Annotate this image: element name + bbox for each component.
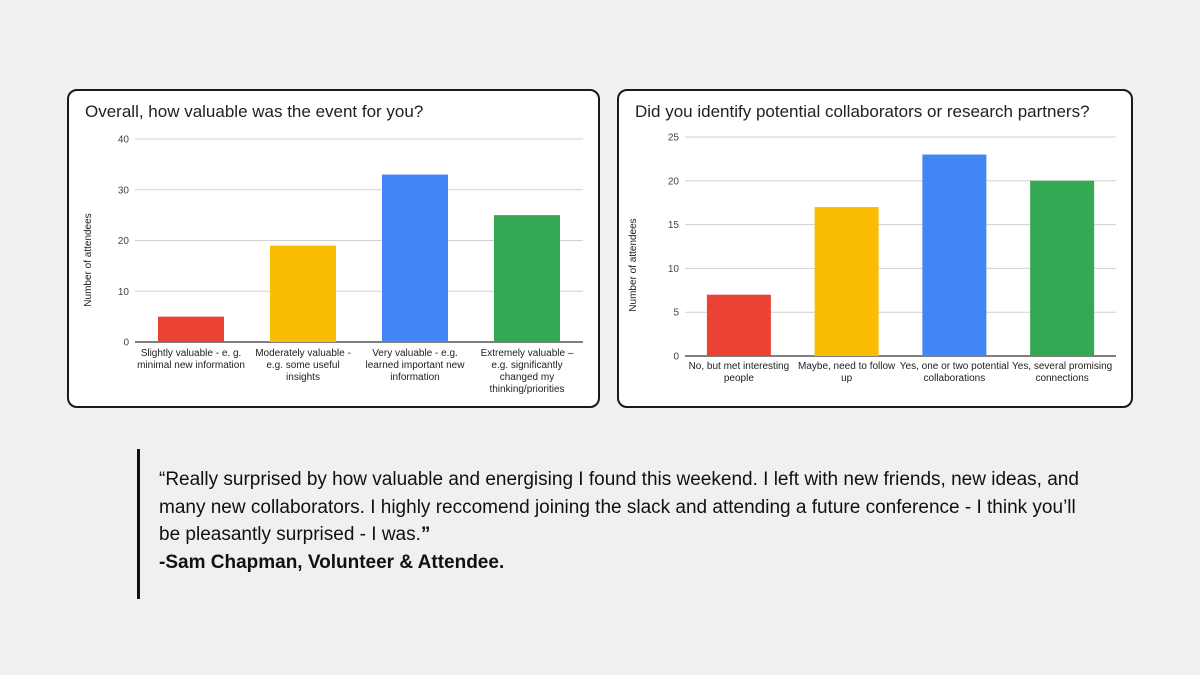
x-category-label: Yes, several promising connections [1012,361,1113,384]
x-category-label: Moderately valuable - e.g. some useful i… [255,348,351,383]
y-tick-label: 30 [118,185,130,196]
bar [922,154,987,356]
y-tick-label: 20 [668,176,680,187]
y-tick-label: 5 [673,308,679,319]
quote-text: “Really surprised by how valuable and en… [159,469,1079,545]
chart-card-collaborators: Did you identify potential collaborators… [617,89,1133,408]
x-category-label: Yes, one or two potential collaborations [899,361,1009,384]
chart-card-value: Overall, how valuable was the event for … [67,89,600,408]
x-category-label: Very valuable - e.g. learned important n… [365,348,465,383]
bar [494,215,560,342]
bar [158,316,224,342]
quote-accent-bar [137,449,140,599]
x-category-label: Maybe, need to follow up [797,361,896,384]
x-category-label: Slightly valuable - e. g. minimal new in… [137,348,245,371]
y-tick-label: 15 [668,220,680,231]
bar [706,294,771,356]
x-category-label: Extremely valuable – e.g. significantly … [480,348,574,395]
bar [814,207,879,356]
y-tick-label: 10 [668,264,680,275]
y-tick-label: 10 [118,287,130,298]
bar-chart: 0 5 10 15 20 25 [668,133,1116,363]
y-tick-label: 0 [123,338,129,349]
quote-close-mark: ” [420,524,431,545]
chart-title: Overall, how valuable was the event for … [85,102,424,121]
quote-author: -Sam Chapman, Volunteer & Attendee. [159,551,505,573]
chart-title: Did you identify potential collaborators… [635,102,1090,121]
bar [270,245,336,342]
y-tick-label: 25 [668,133,680,144]
testimonial-quote: “Really surprised by how valuable and en… [159,466,1079,576]
y-tick-label: 40 [118,135,130,146]
y-tick-label: 20 [118,236,130,247]
x-category-label: No, but met interesting people [688,361,790,384]
bar-chart: 0 10 20 30 40 [118,135,583,349]
y-tick-label: 0 [673,352,679,363]
bar [1030,180,1095,356]
bar [382,174,448,342]
